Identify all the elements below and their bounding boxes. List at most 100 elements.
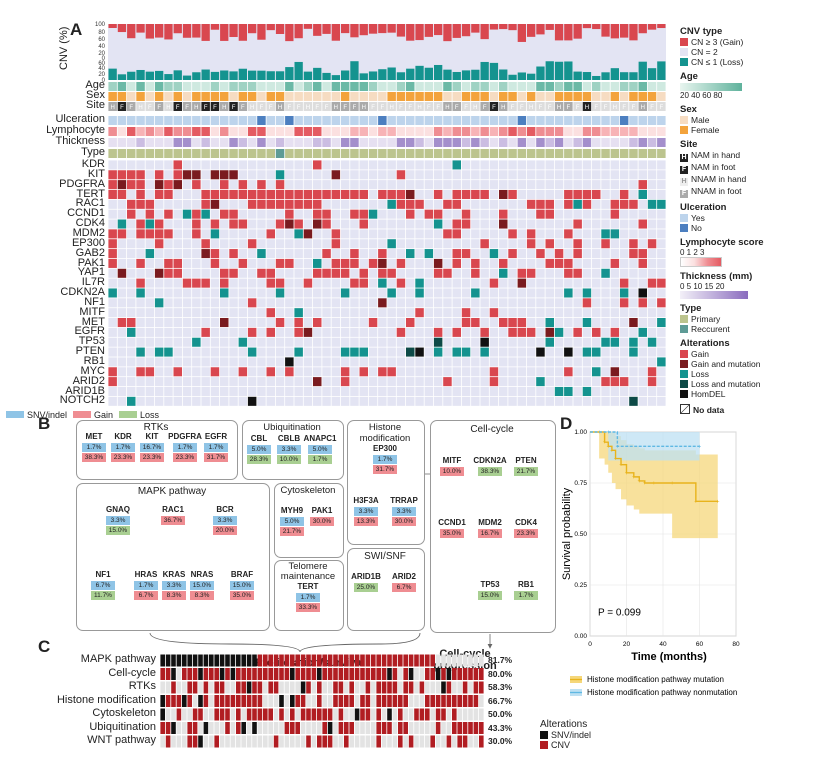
gene-cell — [489, 357, 499, 367]
pathway-cell — [414, 708, 419, 721]
annotation-cell — [136, 138, 145, 147]
no-data-swatch — [680, 404, 690, 414]
gene-cell — [406, 258, 415, 268]
gene-cell — [294, 337, 303, 347]
annotation-cell — [471, 92, 480, 101]
gene-cell — [433, 189, 443, 199]
annotation-cell — [238, 116, 248, 125]
gene-cell — [247, 357, 257, 367]
gene-cell — [303, 229, 313, 239]
annotation-cell — [108, 116, 117, 125]
gene-cell — [508, 160, 517, 170]
annotation-cell — [573, 149, 582, 158]
gene-cell — [424, 396, 434, 406]
gene-cell — [220, 278, 229, 288]
gene-cell — [396, 189, 406, 199]
pathway-cell — [219, 735, 225, 748]
pathway-cell — [322, 654, 327, 667]
gene-cell — [638, 239, 647, 249]
pathway-cell — [360, 654, 365, 667]
gene-cell — [154, 357, 164, 367]
gene-cell — [433, 396, 443, 406]
age-ticks: 20 40 60 80 — [680, 91, 723, 100]
gene-cell — [173, 347, 182, 357]
gene-cell — [247, 170, 257, 180]
gene-cell — [573, 160, 582, 170]
gene-cell — [313, 337, 322, 347]
gene-cell — [378, 249, 387, 259]
gene-cell — [424, 160, 434, 170]
gene-cell — [350, 180, 359, 190]
cnv-loss-bar — [545, 61, 554, 80]
gene-cell — [564, 170, 573, 180]
gene-cell — [127, 229, 136, 239]
annotation-cell — [387, 92, 396, 101]
pathway-cell — [376, 654, 381, 667]
gene-cell — [526, 209, 536, 219]
gene-cell — [192, 357, 201, 367]
site-glyph: F — [185, 105, 189, 111]
pathway-oncoprint-grid — [160, 654, 484, 748]
gene-cell — [619, 249, 629, 259]
cnv-gain-bar — [499, 24, 508, 30]
gene-cell — [396, 249, 406, 259]
gene-cell — [554, 318, 564, 328]
gene-cell — [368, 209, 378, 219]
pathway-cell — [462, 722, 468, 734]
gene-cell — [647, 219, 657, 229]
annotation-cell — [164, 116, 173, 125]
pathway-cell — [295, 668, 300, 680]
pathway-cell — [263, 668, 268, 680]
pathway-cell — [306, 668, 311, 680]
gene-cell — [629, 249, 638, 259]
gene-cell — [554, 219, 564, 229]
gene-cell — [554, 229, 564, 239]
pathway-cell — [300, 681, 306, 694]
legend-item: CN ≤ 1 (Loss) — [680, 57, 830, 67]
annotation-cell — [210, 102, 220, 111]
gene-cell — [303, 386, 313, 396]
gene-cell — [229, 199, 238, 209]
legend-swatch — [680, 380, 688, 388]
gene-label: ARID2 — [72, 374, 105, 387]
gene-cell — [313, 278, 322, 288]
gene-cell — [647, 229, 657, 239]
legend-label: Loss — [691, 369, 709, 379]
gene-cell — [368, 160, 378, 170]
annotation-cell — [173, 102, 182, 111]
gene-cell — [452, 229, 461, 239]
gene-cell — [517, 357, 527, 367]
gene-cell — [619, 327, 629, 337]
cnv-loss-bar — [173, 70, 182, 80]
gene-name: KIT — [145, 432, 159, 441]
cnv-gain-bar — [331, 24, 340, 41]
gene-cell — [647, 170, 657, 180]
gene-cell — [499, 298, 508, 308]
pathway-cell — [425, 654, 430, 667]
gene-cell — [526, 278, 536, 288]
pathway-cell — [257, 681, 263, 694]
annotation-cell — [619, 127, 629, 136]
gene-cell — [247, 288, 257, 298]
cnv-gain-bar — [406, 24, 415, 41]
annotation-cell — [415, 149, 424, 158]
gene-cell — [433, 357, 443, 367]
pathway-cell — [371, 695, 376, 707]
gene-cell — [350, 258, 359, 268]
gene-cell — [182, 367, 192, 377]
gene-cell — [285, 318, 294, 328]
gene-cell — [359, 298, 368, 308]
pathway-cell — [360, 668, 365, 680]
cnv-loss-bar — [489, 62, 499, 80]
gene-cell — [461, 386, 471, 396]
gene-name: MDM2 — [478, 518, 502, 527]
gene-cell — [303, 308, 313, 318]
gene-cell — [647, 160, 657, 170]
gene-cell — [573, 180, 582, 190]
gene-cell — [526, 258, 536, 268]
cnv-tick-label: 80 — [98, 30, 105, 36]
pathway-cell — [462, 668, 468, 680]
gene-cell — [573, 367, 582, 377]
gene-cell — [368, 170, 378, 180]
